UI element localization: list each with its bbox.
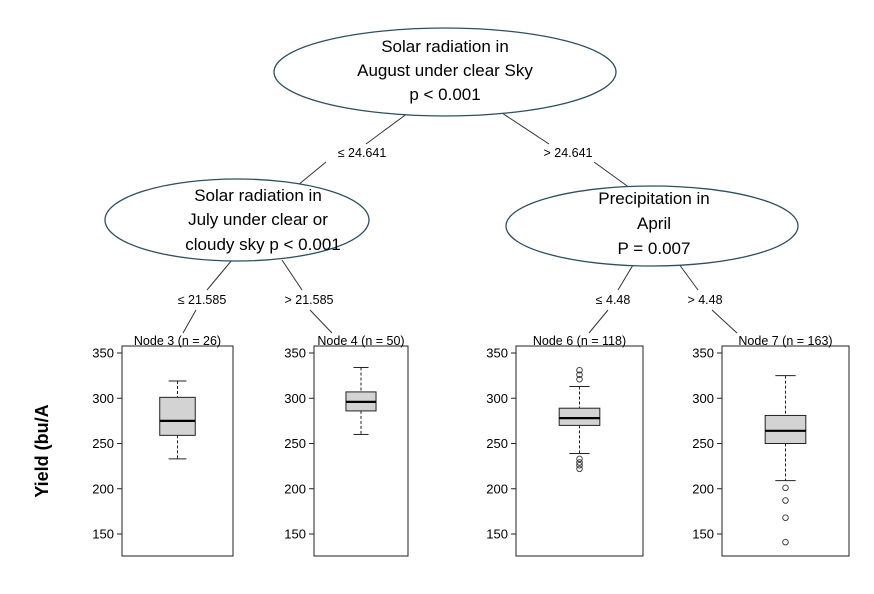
edge-label-left-node4: > 21.585	[284, 293, 333, 307]
node-ellipse	[505, 185, 799, 267]
edge-label-root-right: > 24.641	[543, 146, 592, 160]
panel-title: Node 4 (n = 50)	[317, 334, 404, 348]
y-tick-label: 150	[284, 527, 306, 542]
edge-left-node4-lower	[309, 309, 333, 334]
box	[764, 414, 807, 445]
edge-left-node3-lower	[182, 309, 197, 334]
outlier-point	[576, 455, 583, 463]
edge-label-root-left: ≤ 24.641	[338, 146, 387, 160]
outlier-point	[782, 514, 789, 521]
node-line: April	[637, 214, 671, 233]
y-tick-label: 350	[692, 346, 714, 361]
box	[558, 407, 601, 426]
outlier-point	[782, 538, 789, 546]
edge-right-node6-lower	[588, 309, 609, 334]
outlier-point	[576, 459, 583, 466]
y-tick-label: 150	[486, 527, 508, 542]
outlier-point	[576, 461, 583, 469]
node-line: August under clear Sky	[357, 61, 533, 80]
panel-frame	[121, 345, 234, 557]
y-tick-label: 250	[92, 436, 114, 451]
y-tick-label: 300	[284, 391, 306, 406]
boxplot-panel: Node 4 (n = 50) 150 200 250 300 350	[284, 334, 409, 557]
node-line: Solar radiation in	[194, 186, 322, 205]
panel-frame	[313, 345, 409, 557]
y-tick-label: 200	[92, 481, 114, 496]
node-line: Precipitation in	[598, 189, 710, 208]
node-ellipse	[104, 178, 370, 262]
edge-label-right-node6: ≤ 4.48	[596, 293, 631, 307]
node-line: July under clear or	[188, 210, 328, 229]
node-line: P = 0.007	[618, 239, 691, 258]
tree-node-left: Solar radiation in July under clear or c…	[104, 178, 370, 262]
edge-left-node3-upper	[206, 259, 233, 291]
edge-root-right-lower	[593, 161, 631, 189]
node-line: Solar radiation in	[381, 37, 509, 56]
y-tick-label: 250	[692, 436, 714, 451]
node-line: cloudy sky p < 0.001	[185, 235, 340, 254]
y-tick-label: 150	[692, 527, 714, 542]
panel-title: Node 6 (n = 118)	[533, 334, 626, 348]
panel-title: Node 3 (n = 26)	[134, 334, 221, 348]
panel-frame	[721, 345, 850, 557]
edge-root-right-upper	[501, 112, 550, 145]
edge-left-node4-upper	[281, 259, 303, 291]
tree-edge-labels: ≤ 24.641 > 24.641 ≤ 21.585 > 21.585 ≤ 4.…	[178, 146, 723, 307]
y-tick-label: 350	[486, 346, 508, 361]
edge-label-right-node7: > 4.48	[687, 293, 722, 307]
y-tick-label: 200	[692, 481, 714, 496]
boxplot-panel: Node 6 (n = 118) 150 200 250 300 350	[486, 334, 644, 557]
tree-node-root: Solar radiation in August under clear Sk…	[273, 27, 617, 117]
edge-label-left-node3: ≤ 21.585	[178, 293, 227, 307]
outlier-point	[576, 375, 583, 383]
y-tick-label: 150	[92, 527, 114, 542]
boxplot-panel: Node 3 (n = 26) 150 200 250 300 350	[92, 334, 234, 557]
outlier-point	[782, 497, 789, 504]
y-tick-label: 350	[92, 346, 114, 361]
y-tick-label: 300	[92, 391, 114, 406]
node-line: p < 0.001	[409, 85, 480, 104]
outlier-point	[576, 371, 583, 378]
y-tick-label: 200	[486, 481, 508, 496]
boxplot-panel: Node 7 (n = 163) 150 200 250 300 350	[692, 334, 850, 557]
edge-root-left-upper	[365, 112, 409, 145]
y-tick-label: 350	[284, 346, 306, 361]
box	[159, 396, 196, 436]
y-tick-label: 250	[486, 436, 508, 451]
edge-right-node7-lower	[711, 309, 738, 334]
outlier-point	[576, 366, 583, 374]
y-tick-label: 200	[284, 481, 306, 496]
y-tick-label: 300	[692, 391, 714, 406]
y-tick-label: 300	[486, 391, 508, 406]
tree-node-right: Precipitation in April P = 0.007	[505, 185, 799, 267]
y-axis-label: Yield (bu/A	[32, 404, 52, 497]
y-tick-label: 250	[284, 436, 306, 451]
panel-title: Node 7 (n = 163)	[738, 334, 832, 348]
outlier-point	[782, 484, 789, 492]
panel-frame	[515, 345, 644, 557]
node-ellipse	[273, 27, 617, 117]
outlier-point	[576, 465, 583, 473]
